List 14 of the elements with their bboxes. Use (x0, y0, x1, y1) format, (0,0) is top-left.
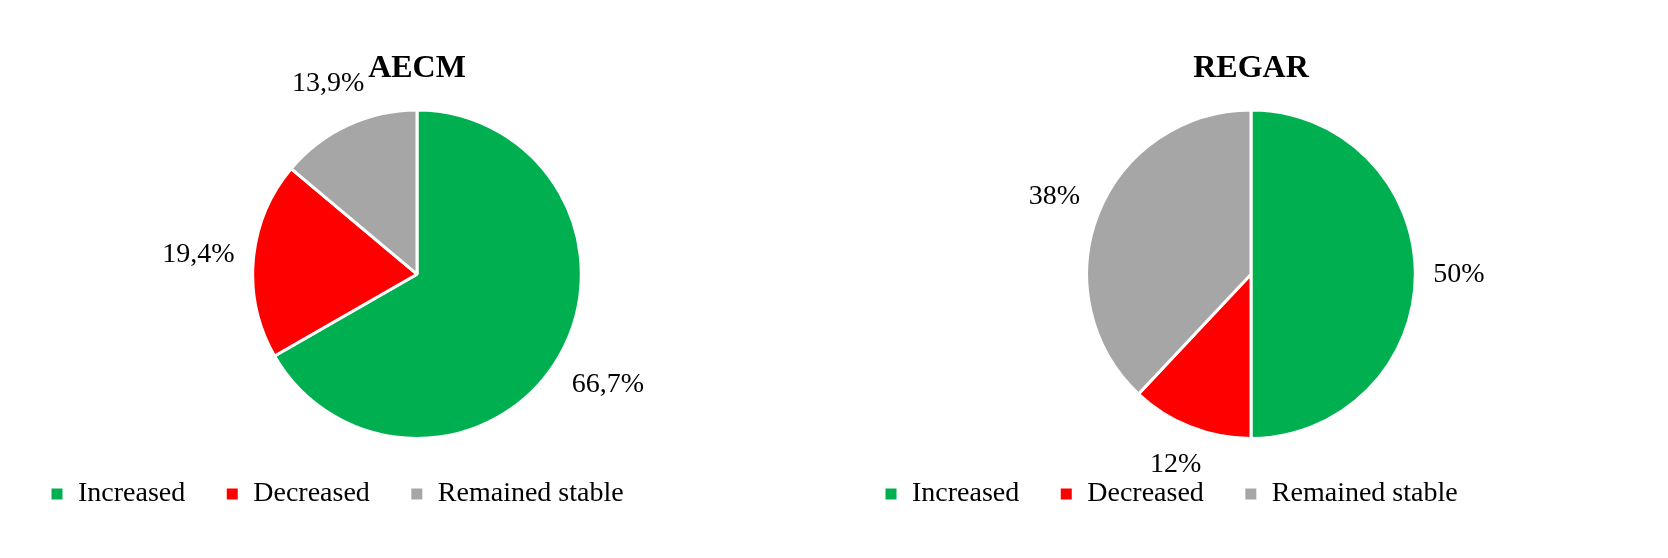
legend-label: Remained stable (1271, 476, 1458, 508)
chart-title: AECM (368, 48, 466, 85)
data-label: 19,4% (162, 237, 235, 269)
data-label: 12% (1149, 446, 1202, 478)
chart-title: REGAR (1193, 48, 1310, 85)
legend-label: Increased (78, 476, 186, 508)
data-label: 66,7% (571, 367, 645, 399)
data-label: 50% (1433, 256, 1485, 288)
legend-label: Increased (912, 476, 1020, 508)
legend-label: Decreased (253, 476, 370, 508)
legend-label: Remained stable (437, 476, 624, 508)
legend-label: Decreased (1087, 476, 1204, 508)
data-label: 38% (1028, 178, 1081, 210)
data-label: 13,9% (291, 66, 365, 98)
